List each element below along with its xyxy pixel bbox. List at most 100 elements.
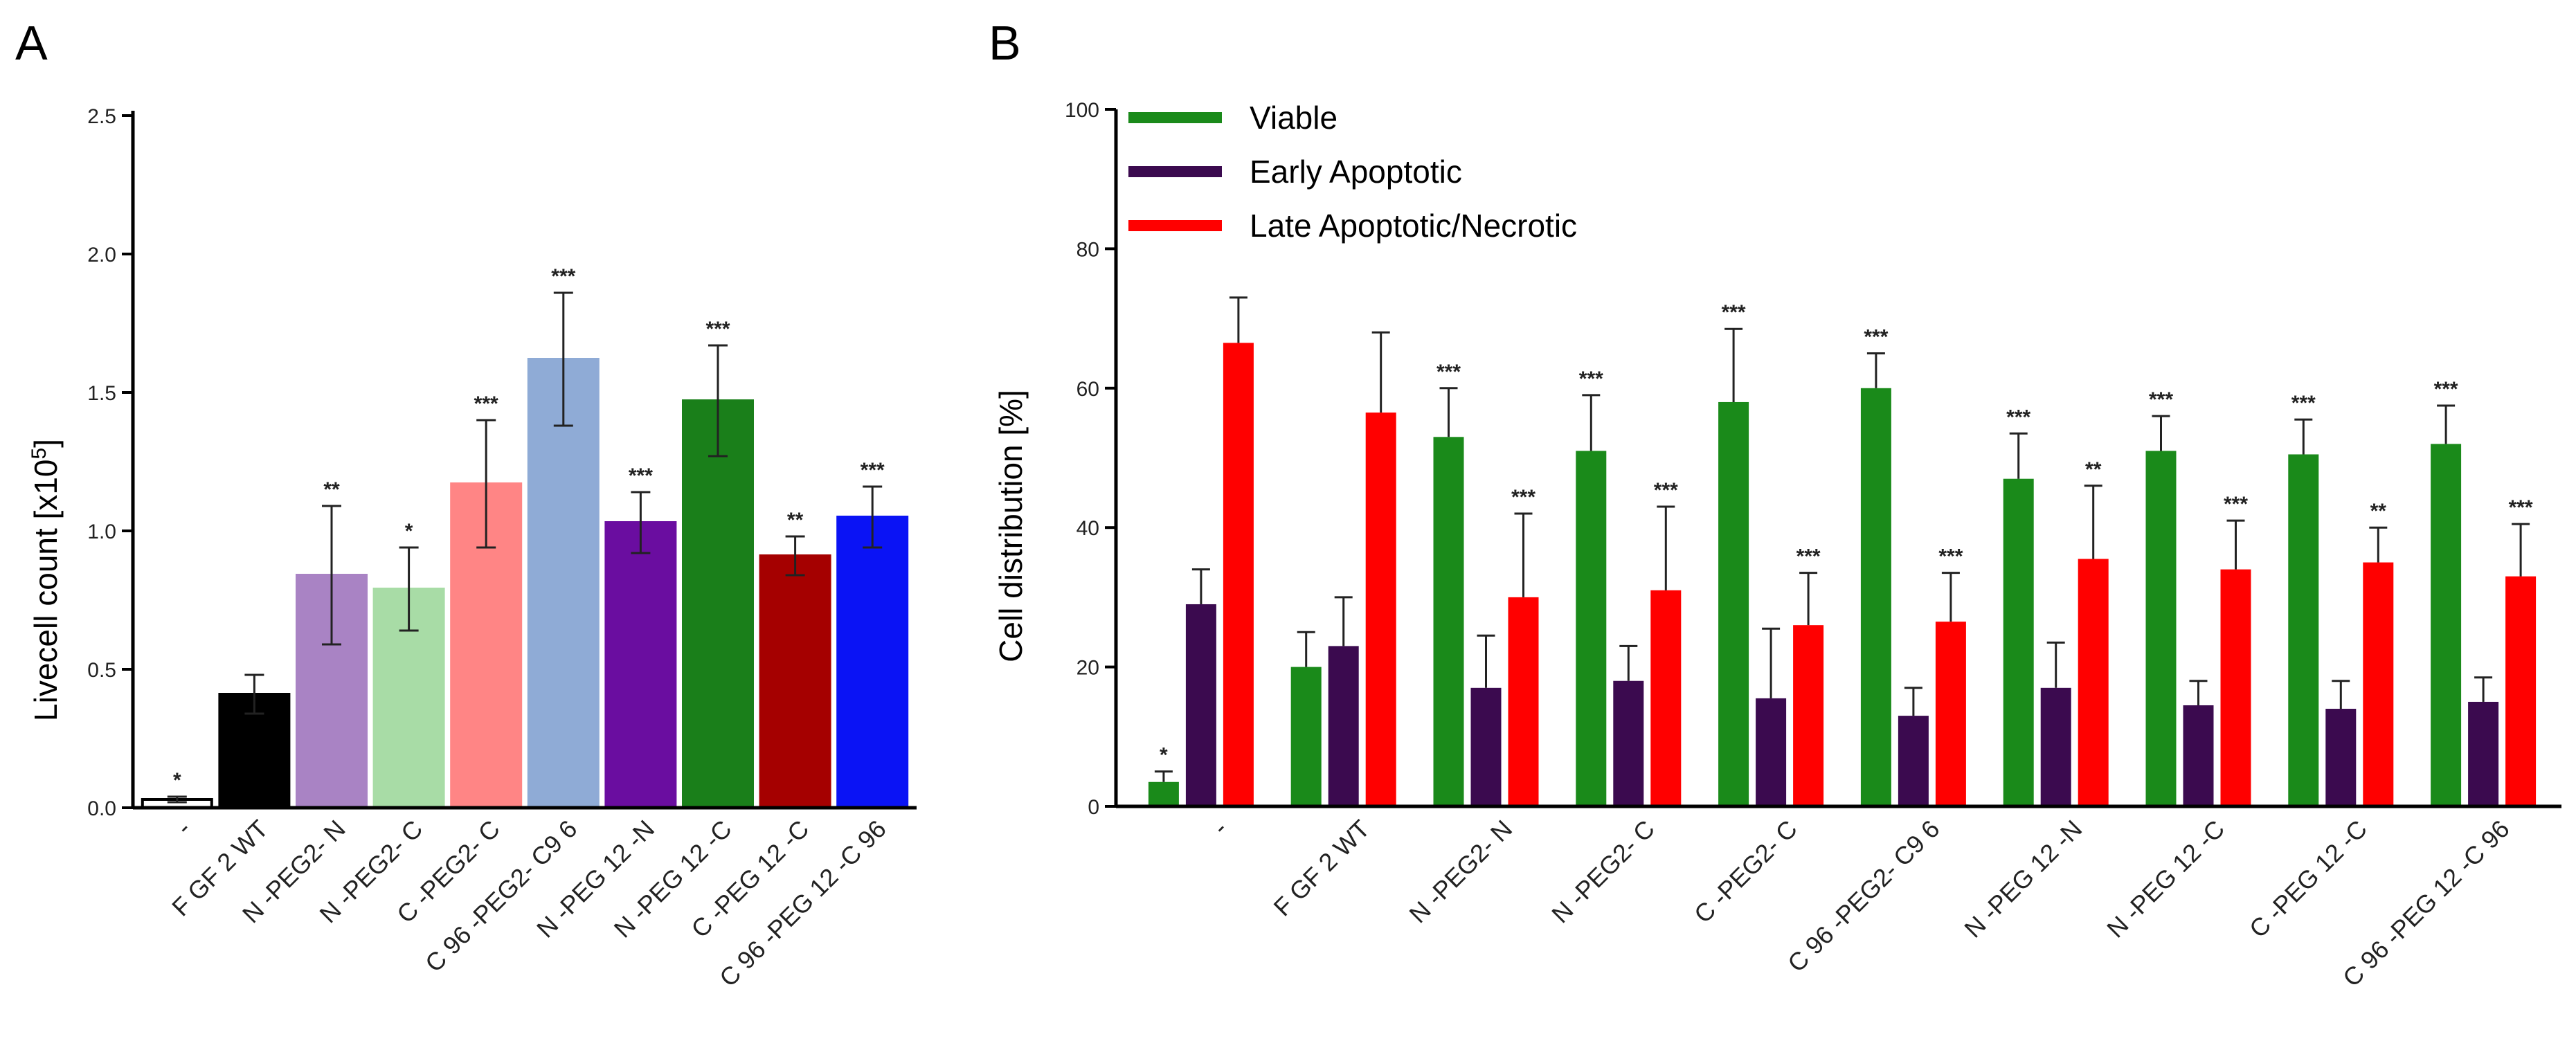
panel-a-significance-marker: *** <box>861 459 885 482</box>
panel-b-bar-viable <box>2431 444 2462 806</box>
panel-b-bar-early-apoptotic <box>1613 680 1644 806</box>
panel-b-significance-marker: ** <box>2370 500 2387 523</box>
panel-b-y-ticks: 0 20 40 60 80 100 <box>1065 99 1116 819</box>
panel-b-x-tick-label: C 96 -PEG2- C9 6 <box>1782 815 1945 978</box>
panel-a-bar <box>682 399 754 809</box>
panel-b-bar-viable <box>1718 401 1749 806</box>
panel-b-bar-late-apoptotic-necrotic <box>1650 590 1682 806</box>
panel-a-y-tick-label: 1.5 <box>87 382 116 405</box>
panel-b-significance-marker: *** <box>2149 388 2173 411</box>
panel-b-x-tick-label: F GF 2 WT <box>1268 815 1376 922</box>
panel-a-bar <box>604 521 677 809</box>
panel-b-y-tick-label: 80 <box>1077 238 1099 261</box>
panel-b-significance-marker: *** <box>1938 545 1963 568</box>
panel-b-x-tick-label: C -PEG 12 -C <box>2244 815 2372 943</box>
panel-b-significance-marker: *** <box>1864 325 1888 348</box>
panel-a-error-bars <box>167 291 883 804</box>
panel-b-significance-marker: *** <box>1436 361 1461 383</box>
panel-b-chart: B Cell distribution [%] ****************… <box>989 16 2561 992</box>
panel-b-bar-late-apoptotic-necrotic <box>1223 343 1254 807</box>
panel-b-bar-late-apoptotic-necrotic <box>1793 625 1824 806</box>
panel-a-significance-marker: *** <box>705 318 730 341</box>
panel-b-bar-viable <box>1576 451 1607 806</box>
panel-b-bar-viable <box>1290 667 1322 806</box>
legend-label: Early Apoptotic <box>1250 154 1462 190</box>
panel-b-y-tick-label: 100 <box>1065 99 1099 122</box>
panel-a-significance-marker: *** <box>629 464 653 487</box>
panel-b-significance: ****************************************… <box>1160 301 2533 766</box>
panel-a-chart: A Livecell count [x105] ****************… <box>15 16 917 992</box>
panel-a-y-axis-label: Livecell count [x105] <box>28 439 64 721</box>
panel-b-bar-early-apoptotic <box>1470 687 1502 806</box>
panel-a-label: A <box>15 16 48 70</box>
panel-b-significance-marker: *** <box>2224 493 2248 516</box>
panel-b-y-tick-label: 40 <box>1077 517 1099 540</box>
panel-a-y-tick-label: 2.0 <box>87 244 116 266</box>
panel-b-bar-early-apoptotic <box>2468 701 2499 806</box>
panel-b-significance-marker: *** <box>1654 479 1678 502</box>
panel-b-significance-marker: *** <box>2434 378 2458 401</box>
panel-b-label: B <box>989 16 1021 70</box>
panel-b-y-tick-label: 60 <box>1077 378 1099 401</box>
panel-a-significance-marker: *** <box>474 392 498 415</box>
panel-b-bar-early-apoptotic <box>1328 646 1359 806</box>
panel-b-bar-early-apoptotic <box>2183 705 2214 806</box>
panel-b-significance-marker: *** <box>2291 392 2316 415</box>
panel-a-significance-marker: * <box>405 520 413 543</box>
panel-b-bars <box>1148 343 2537 807</box>
panel-b-bar-viable <box>2003 478 2034 806</box>
legend-label: Late Apoptotic/Necrotic <box>1250 208 1577 244</box>
panel-b-bar-viable <box>1433 437 1464 806</box>
panel-b-x-tick-label: N -PEG2- C <box>1546 815 1660 929</box>
panel-a-x-tick-label: - <box>170 815 196 840</box>
panel-b-bar-late-apoptotic-necrotic <box>2505 576 2537 806</box>
panel-b-x-tick-label: N -PEG 12 -C <box>2101 815 2230 943</box>
panel-a-bars <box>141 358 909 809</box>
panel-a-significance-marker: * <box>173 769 181 792</box>
panel-a-significance: ********************* <box>173 265 885 792</box>
panel-a-bar <box>759 554 831 809</box>
panel-b-significance-marker: * <box>1160 744 1168 767</box>
panel-b-bar-late-apoptotic-necrotic <box>2363 562 2394 806</box>
panel-b-y-axis-label: Cell distribution [%] <box>993 390 1029 662</box>
panel-b-significance-marker: *** <box>1796 545 1821 568</box>
panel-b-bar-early-apoptotic <box>1185 604 1216 806</box>
panel-b-x-tick-label: C -PEG2- C <box>1688 815 1803 929</box>
panel-a-y-tick-label: 0.0 <box>87 797 116 820</box>
panel-b-bar-viable <box>1860 388 1891 806</box>
panel-b-y-tick-label: 20 <box>1077 657 1099 680</box>
panel-b-y-tick-label: 0 <box>1088 796 1099 819</box>
panel-a-significance-marker: *** <box>551 265 575 288</box>
panel-a-y-tick-label: 1.0 <box>87 520 116 543</box>
panel-b-bar-late-apoptotic-necrotic <box>2220 569 2251 806</box>
panel-b-bar-early-apoptotic <box>1756 698 1787 806</box>
panel-b-error-bars <box>1154 296 2530 782</box>
panel-b-bar-viable <box>1148 781 1179 806</box>
panel-b-x-tick-label: - <box>1207 815 1232 840</box>
panel-a-bar <box>836 516 909 809</box>
panel-b-bar-late-apoptotic-necrotic <box>1365 413 1396 806</box>
panel-a-y-tick-label: 0.5 <box>87 659 116 682</box>
panel-b-bar-late-apoptotic-necrotic <box>1508 597 1539 806</box>
panel-a-y-ticks: 0.0 0.5 1.0 1.5 2.0 2.5 <box>87 105 133 820</box>
panel-b-x-tick-label: N -PEG 12 -N <box>1958 815 2087 943</box>
panel-b-bar-early-apoptotic <box>1898 716 1929 806</box>
panel-b-bar-viable <box>2145 451 2177 806</box>
panel-b-bar-early-apoptotic <box>2325 709 2357 806</box>
panel-b-significance-marker: ** <box>2085 458 2102 481</box>
panel-b-significance-marker: *** <box>2006 406 2030 428</box>
panel-b-bar-late-apoptotic-necrotic <box>2078 559 2109 806</box>
panel-b-significance-marker: *** <box>1511 486 1535 509</box>
panel-b-legend: Viable Early Apoptotic Late Apoptotic/Necr… <box>1128 100 1577 244</box>
panel-b-significance-marker: *** <box>1722 301 1746 324</box>
panel-b-bar-late-apoptotic-necrotic <box>1935 622 1966 806</box>
panel-a-x-tick-labels: -F GF 2 WTN -PEG2- NN -PEG2- CC -PEG2- C… <box>166 815 892 993</box>
panel-b-x-tick-label: N -PEG2- N <box>1403 815 1517 929</box>
panel-b-significance-marker: *** <box>2509 496 2533 519</box>
panel-b-bar-early-apoptotic <box>2040 687 2071 806</box>
panel-b-bar-viable <box>2288 454 2319 806</box>
legend-label: Viable <box>1250 100 1337 136</box>
panel-b-significance-marker: *** <box>1579 368 1603 390</box>
